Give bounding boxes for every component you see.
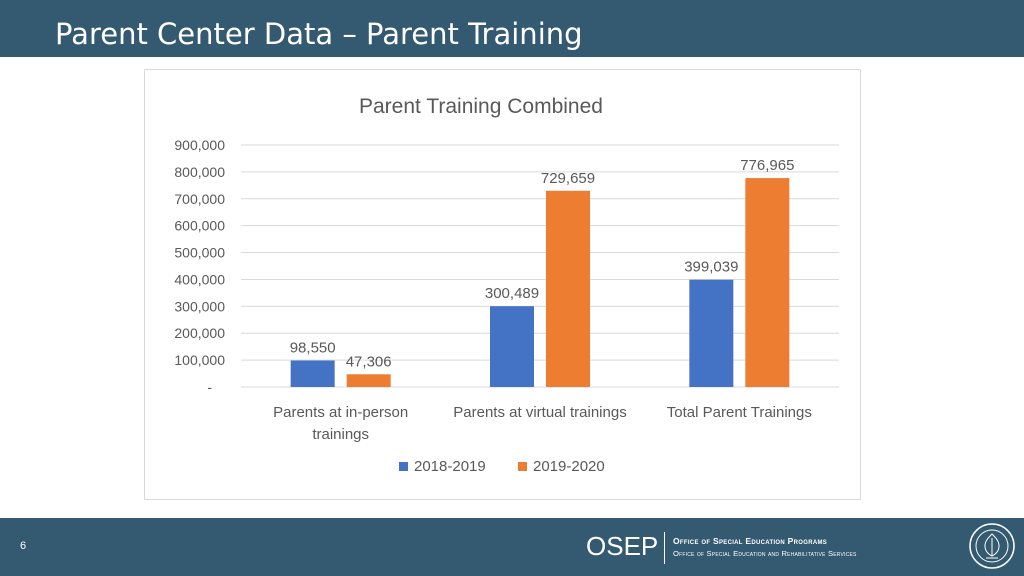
chart-title: Parent Training Combined (359, 95, 603, 118)
y-tick-label: 500,000 (174, 245, 225, 261)
x-category-label-line: Parents at in-person (273, 404, 408, 421)
x-category-label: Parents at virtual trainings (453, 404, 626, 421)
y-tick-label: 900,000 (174, 137, 225, 153)
office-name: Office of Special Education Programs (673, 536, 828, 546)
office-subtitle: Office of Special Education and Rehabili… (673, 549, 857, 558)
x-category-label: Parents at in-person trainings (273, 404, 408, 443)
data-label: 776,965 (740, 157, 794, 174)
x-category-label: Total Parent Trainings (667, 404, 812, 421)
bar (546, 190, 590, 387)
department-seal-icon (969, 523, 1015, 569)
bar (346, 374, 391, 387)
osep-logo: OSEP (586, 531, 659, 561)
legend-swatch (399, 462, 408, 471)
bar (745, 178, 790, 387)
x-category-label-line: Parents at virtual trainings (453, 404, 626, 421)
y-tick-label: 400,000 (174, 271, 225, 287)
bar (689, 279, 734, 387)
y-tick-label: - (207, 379, 212, 395)
data-label: 729,659 (541, 170, 595, 187)
data-label: 47,306 (346, 353, 392, 370)
bar-chart: Parent Training Combined - 100,000 200,000 3… (174, 95, 839, 475)
slide-footer: 6 OSEP Office of Special Education Progr… (0, 518, 1024, 576)
data-label: 300,489 (485, 285, 539, 302)
y-tick-label: 700,000 (174, 191, 225, 207)
slide-header: Parent Center Data – Parent Training (0, 0, 1024, 57)
x-category-label-line: trainings (312, 426, 369, 443)
bar (290, 360, 335, 387)
legend-label: 2018-2019 (414, 458, 486, 475)
y-tick-label: 200,000 (174, 325, 225, 341)
slide-title: Parent Center Data – Parent Training (55, 17, 583, 51)
page-number: 6 (20, 540, 27, 552)
y-tick-label: 300,000 (174, 298, 225, 314)
chart-container: Parent Training Combined - 100,000 200,000 3… (144, 69, 861, 500)
legend-label: 2019-2020 (533, 458, 605, 475)
x-category-label-line: Total Parent Trainings (667, 404, 812, 421)
y-tick-label: 100,000 (174, 352, 225, 368)
y-tick-label: 800,000 (174, 164, 225, 180)
data-label: 98,550 (290, 340, 336, 357)
logo-divider (664, 532, 665, 564)
legend-swatch (518, 462, 527, 471)
bar (490, 306, 534, 387)
data-label: 399,039 (684, 259, 738, 276)
y-tick-label: 600,000 (174, 218, 225, 234)
